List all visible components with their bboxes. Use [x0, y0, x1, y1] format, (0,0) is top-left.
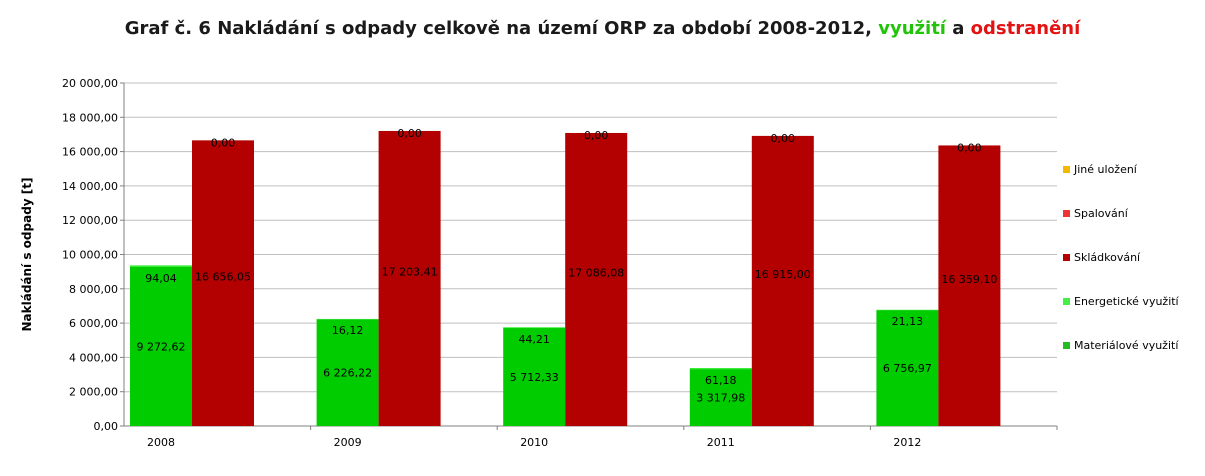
chart-title-and: a [945, 18, 971, 39]
data-label-skladkovani: 17 086,08 [568, 267, 624, 280]
data-label-energeticke: 94,04 [145, 272, 177, 285]
bar-skládkování [751, 135, 814, 426]
legend-label: Energetické využití [1074, 295, 1180, 308]
data-label-materialove: 3 317,98 [696, 392, 745, 405]
data-label-energeticke: 21,13 [892, 315, 924, 328]
y-axis-label: Nakládání s odpady [t] [20, 178, 34, 332]
chart-title-removal: odstranění [970, 18, 1081, 39]
data-label-materialove: 6 756,97 [883, 362, 932, 375]
y-tick-label: 6 000,00 [69, 317, 118, 330]
x-tick-label: 2011 [707, 436, 735, 449]
chart-title-use: využití [878, 18, 946, 39]
y-tick-label: 2 000,00 [69, 386, 118, 399]
data-label-energeticke: 44,21 [518, 333, 550, 346]
bar-skládkování [378, 130, 441, 426]
data-label-materialove: 5 712,33 [510, 371, 559, 384]
legend-swatch [1063, 254, 1070, 261]
legend-swatch [1063, 298, 1070, 305]
chart-title-main: Graf č. 6 Nakládání s odpady celkově na … [124, 18, 879, 39]
bar-energetické-využití [503, 327, 566, 329]
legend-label: Skládkování [1074, 251, 1141, 264]
legend-label: Spalování [1074, 207, 1129, 220]
x-tick-label: 2012 [893, 436, 921, 449]
data-label-energeticke: 16,12 [332, 324, 364, 337]
x-tick-label: 2009 [334, 436, 362, 449]
legend-label: Jiné uložení [1073, 163, 1138, 176]
legend-label: Materiálové využití [1074, 339, 1179, 352]
bar-energetické-využití [130, 265, 192, 267]
data-label-materialove: 6 226,22 [323, 367, 372, 380]
legend-swatch [1063, 166, 1070, 173]
y-tick-label: 4 000,00 [69, 351, 118, 364]
legend-swatch [1063, 210, 1070, 217]
legend-swatch [1063, 342, 1070, 349]
y-tick-label: 0,00 [94, 420, 119, 433]
bar-materiálové-využití [876, 310, 939, 426]
y-tick-label: 10 000,00 [62, 249, 118, 262]
bar-skládkování [938, 145, 1001, 426]
x-tick-label: 2008 [147, 436, 175, 449]
bar-materiálové-využití [316, 319, 379, 426]
data-label-materialove: 9 272,62 [137, 340, 186, 353]
bar-skládkování [192, 140, 254, 426]
y-tick-label: 14 000,00 [62, 180, 118, 193]
data-label-skladkovani: 16 359,10 [941, 273, 997, 286]
data-label-spalovani: 0,00 [957, 141, 982, 154]
data-label-skladkovani: 17 203,41 [382, 266, 438, 279]
data-label-skladkovani: 16 656,05 [195, 270, 251, 283]
y-tick-label: 18 000,00 [62, 111, 118, 124]
bar-materiálové-využití [689, 369, 752, 426]
chart-title: Graf č. 6 Nakládání s odpady celkově na … [0, 18, 1205, 39]
y-tick-label: 12 000,00 [62, 214, 118, 227]
bar-skládkování [565, 132, 628, 426]
x-tick-label: 2010 [520, 436, 548, 449]
data-label-spalovani: 0,00 [211, 136, 236, 149]
y-tick-label: 8 000,00 [69, 283, 118, 296]
data-label-spalovani: 0,00 [397, 127, 422, 140]
y-tick-label: 20 000,00 [62, 77, 118, 90]
data-label-energeticke: 61,18 [705, 374, 737, 387]
data-label-spalovani: 0,00 [584, 129, 609, 142]
data-label-skladkovani: 16 915,00 [755, 268, 811, 281]
y-tick-label: 16 000,00 [62, 146, 118, 159]
bar-materiálové-využití [130, 266, 192, 426]
bar-energetické-využití [689, 368, 752, 370]
bar-materiálové-využití [503, 328, 566, 426]
data-label-spalovani: 0,00 [771, 132, 796, 145]
